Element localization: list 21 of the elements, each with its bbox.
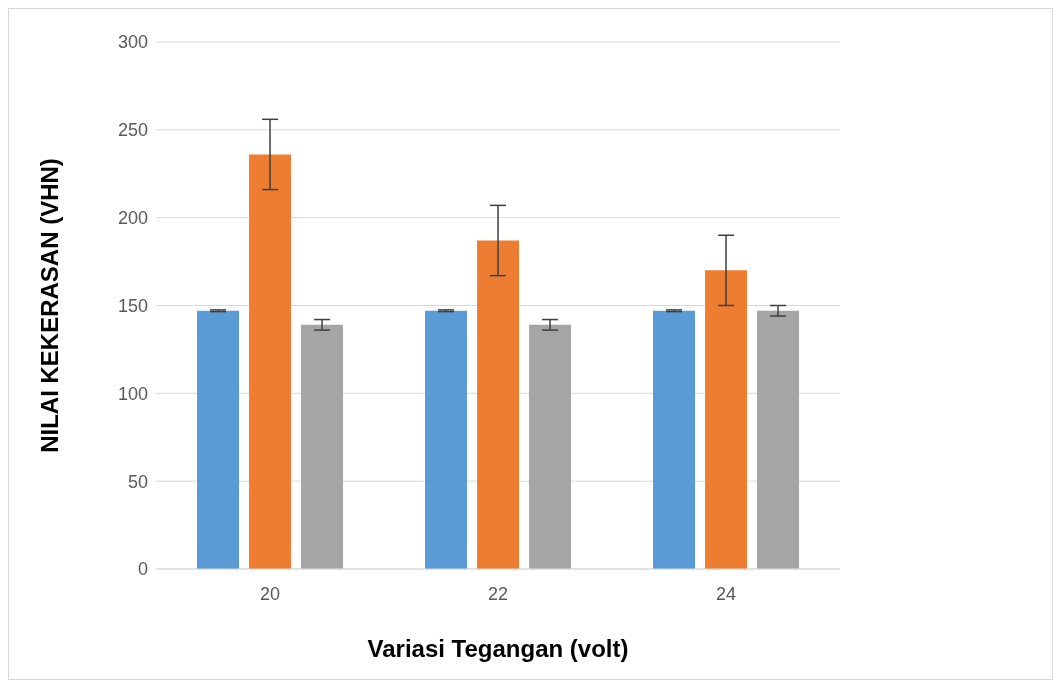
x-axis-title: Variasi Tegangan (volt): [367, 635, 629, 662]
bar: [301, 324, 344, 569]
y-tick-label: 100: [117, 383, 148, 404]
bar: [425, 310, 468, 569]
y-tick-label: 200: [117, 208, 148, 229]
x-tick-label: 20: [259, 583, 281, 604]
y-tick-label: 0: [137, 559, 148, 580]
bar: [705, 270, 748, 569]
y-tick-label: 250: [117, 120, 148, 141]
x-tick-label: 22: [487, 583, 509, 604]
y-tick-label: 50: [127, 471, 148, 492]
bar: [653, 310, 696, 569]
y-tick-label: 300: [117, 32, 148, 53]
x-tick-label: 24: [715, 583, 737, 604]
bar: [529, 324, 572, 569]
bar: [477, 240, 520, 569]
bar: [757, 310, 800, 569]
bar: [197, 310, 240, 569]
y-tick-label: 150: [117, 295, 148, 316]
bar: [249, 154, 292, 569]
y-axis-title: NILAI KEKERASAN (VHN): [35, 158, 63, 453]
